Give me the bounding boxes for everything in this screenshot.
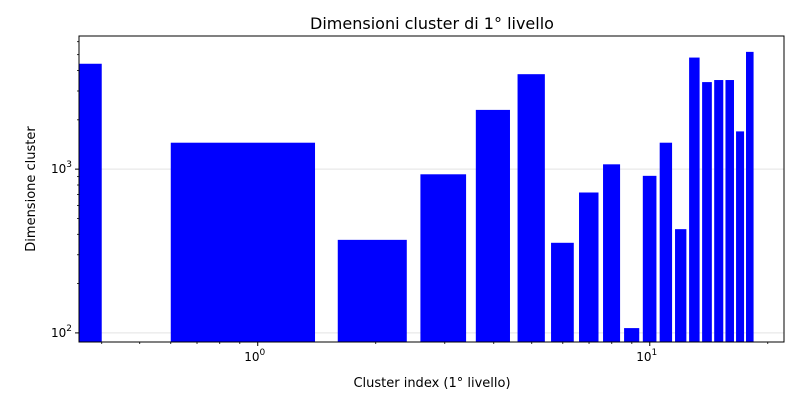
y-tick-label: 102 xyxy=(51,324,72,340)
chart-title: Dimensioni cluster di 1° livello xyxy=(310,14,554,33)
bar xyxy=(624,328,640,342)
x-tick-label: 100 xyxy=(244,348,265,364)
bar xyxy=(675,229,687,342)
bar xyxy=(702,82,712,343)
bar xyxy=(714,80,724,342)
bar xyxy=(579,192,599,342)
bar xyxy=(746,51,754,342)
bar xyxy=(642,175,657,342)
y-axis-label: Dimensione cluster xyxy=(24,126,39,252)
plot-frame xyxy=(78,35,785,343)
bar xyxy=(736,131,745,342)
bar xyxy=(689,57,700,342)
bar xyxy=(420,174,467,342)
bar xyxy=(79,63,102,342)
bar xyxy=(659,142,673,342)
bar xyxy=(475,109,510,343)
bars xyxy=(79,51,754,343)
x-tick-label: 101 xyxy=(636,348,657,364)
bar xyxy=(337,239,407,342)
bar xyxy=(170,142,316,342)
bar xyxy=(603,164,621,342)
y-tick-label: 103 xyxy=(51,160,72,176)
bar xyxy=(725,80,734,342)
x-axis-label: Cluster index (1° livello) xyxy=(353,376,510,391)
bar xyxy=(517,74,545,343)
bar xyxy=(551,242,574,342)
